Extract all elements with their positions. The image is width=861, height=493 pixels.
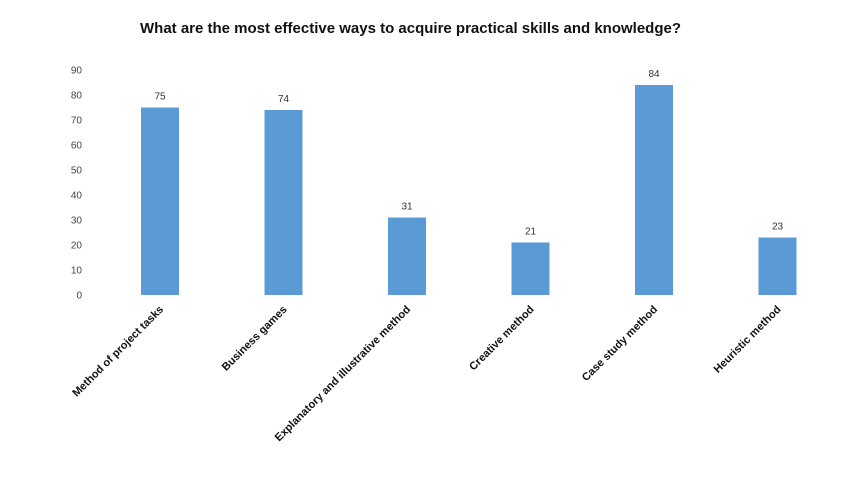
x-tick-label: Explanatory and illustrative method (273, 304, 413, 444)
data-labels: 75 74 31 21 84 23 (154, 69, 783, 238)
data-label: 31 (401, 202, 413, 213)
bar (264, 110, 303, 295)
y-tick-label: 50 (71, 166, 83, 177)
y-axis: 0 10 20 30 40 50 60 70 80 90 (71, 66, 83, 302)
y-tick-label: 60 (71, 141, 83, 152)
x-tick-label: Case study method (580, 304, 660, 384)
data-label: 74 (278, 94, 290, 105)
x-tick-label: Creative method (467, 304, 536, 373)
x-tick-label: Method of project tasks (70, 304, 166, 400)
bar (758, 237, 797, 295)
data-label: 23 (772, 222, 784, 233)
y-tick-label: 0 (76, 291, 82, 302)
y-tick-label: 10 (71, 266, 83, 277)
y-tick-label: 70 (71, 116, 83, 127)
data-label: 21 (525, 227, 537, 238)
x-axis: Method of project tasks Business gamesExp… (70, 304, 783, 444)
x-tick-label: Business games (220, 304, 290, 374)
bar-series (141, 85, 797, 295)
bar (635, 85, 673, 295)
chart-title: What are the most effective ways to acqu… (140, 20, 682, 37)
y-tick-label: 30 (71, 216, 83, 227)
y-tick-label: 90 (71, 66, 83, 77)
y-tick-label: 20 (71, 241, 83, 252)
bar (388, 217, 426, 295)
y-tick-label: 40 (71, 191, 83, 202)
y-tick-label: 80 (71, 91, 83, 102)
bar (511, 242, 550, 295)
data-label: 75 (154, 92, 166, 103)
bar (141, 107, 179, 295)
x-tick-label: Heuristic method (712, 304, 784, 376)
data-label: 84 (648, 69, 660, 80)
